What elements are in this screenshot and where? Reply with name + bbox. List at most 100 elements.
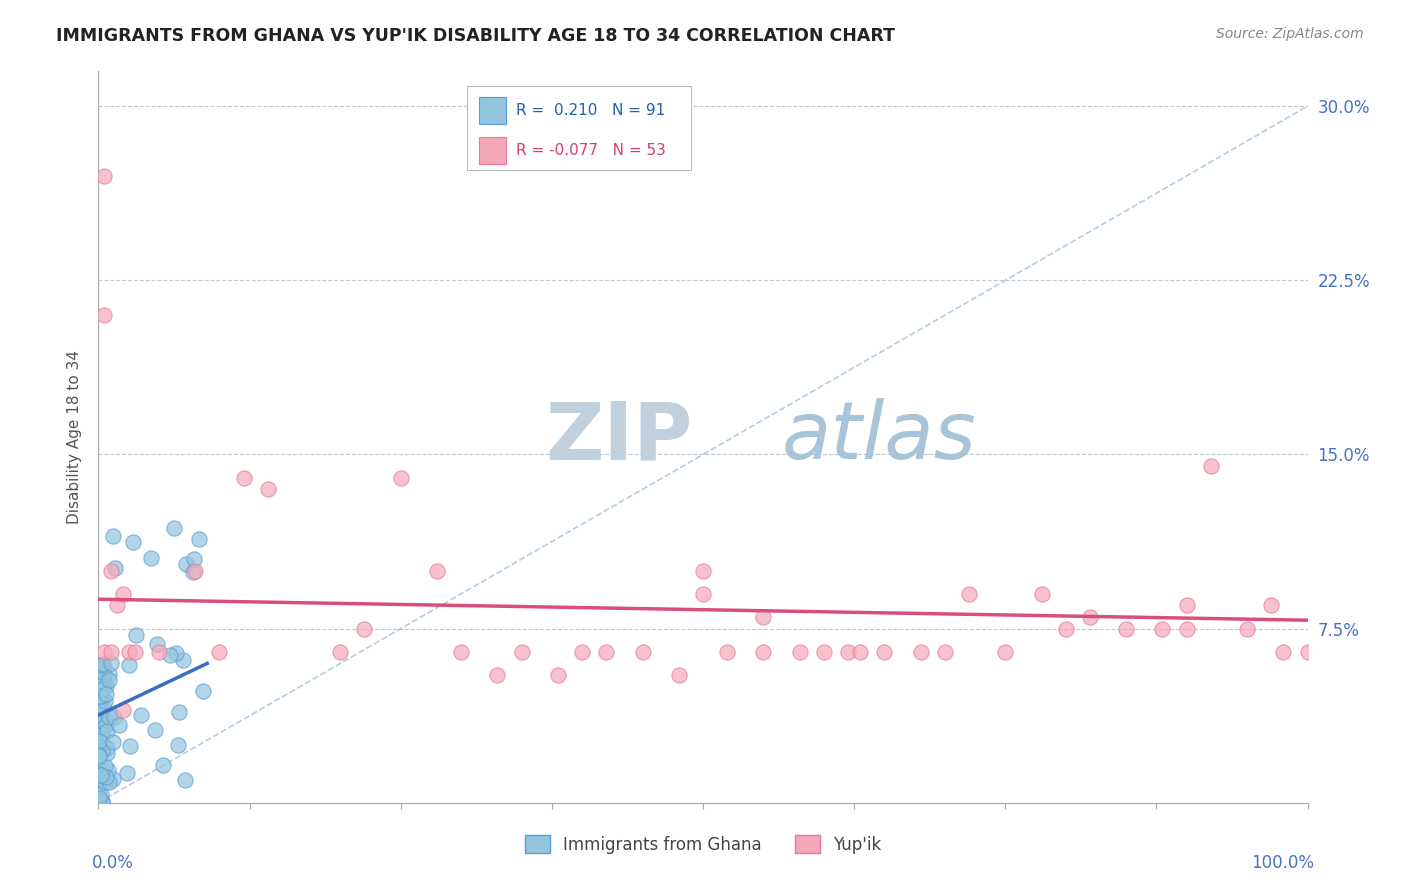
Point [94,770,117,784]
Point [115,766,138,780]
Point [87,695,110,709]
Point [96,741,118,756]
Point [152,757,174,772]
Bar [479,137,506,164]
Point [89,770,111,784]
Point [87,668,110,682]
Text: ZIP: ZIP [546,398,693,476]
Point [94,694,117,708]
Point [107,718,129,732]
Point [934,645,956,659]
Point [91,681,114,696]
Point [124,645,146,659]
Point [91,794,114,808]
Point [93,739,115,753]
Point [97,673,120,688]
Point [148,645,170,659]
Point [91,657,114,671]
FancyBboxPatch shape [467,86,690,170]
Point [93,701,115,715]
Point [90,787,112,801]
Point [90,689,112,703]
Point [91,658,114,673]
Point [146,637,169,651]
Point [716,645,738,659]
Point [1054,622,1077,636]
Point [90,665,112,680]
Point [184,564,207,578]
Point [91,721,114,735]
Point [105,599,128,613]
Point [87,749,110,764]
Point [87,679,110,693]
Point [595,645,617,659]
Text: R =  0.210   N = 91: R = 0.210 N = 91 [516,103,665,118]
Point [89,671,111,685]
Point [910,645,932,659]
Point [87,733,110,747]
Point [789,645,811,659]
Point [93,774,115,789]
Point [89,662,111,676]
Point [1175,622,1198,636]
Point [89,748,111,763]
Point [329,645,352,659]
Point [93,759,115,773]
Point [1175,599,1198,613]
Point [87,690,110,704]
Point [93,169,115,183]
Point [87,794,110,808]
Point [510,645,533,659]
Point [91,764,114,778]
Point [103,710,125,724]
Point [957,587,980,601]
Point [87,690,110,704]
Point [89,662,111,676]
Point [104,560,127,574]
Point [111,703,134,717]
Point [143,723,166,737]
Point [668,668,690,682]
Point [87,788,110,802]
Point [121,535,143,549]
Point [101,772,124,786]
Point [837,645,859,659]
Point [87,791,110,805]
Point [692,564,714,578]
Point [994,645,1017,659]
Point [486,668,509,682]
Point [174,557,197,571]
Point [91,744,114,758]
Point [93,308,115,322]
Point [353,622,375,636]
Point [91,677,114,691]
Point [118,658,141,673]
Point [89,777,111,791]
Point [849,645,872,659]
Point [100,645,122,659]
Y-axis label: Disability Age 18 to 34: Disability Age 18 to 34 [67,350,83,524]
Point [98,774,121,789]
Point [193,684,215,698]
Point [813,645,835,659]
Point [1272,645,1295,659]
Point [389,471,412,485]
Text: IMMIGRANTS FROM GHANA VS YUP'IK DISABILITY AGE 18 TO 34 CORRELATION CHART: IMMIGRANTS FROM GHANA VS YUP'IK DISABILI… [56,27,896,45]
Point [93,674,115,689]
Point [91,769,114,783]
Point [111,587,134,601]
Point [90,714,112,728]
Point [89,767,111,781]
Text: 100.0%: 100.0% [1250,854,1313,872]
Point [1115,622,1137,636]
Point [752,610,775,624]
Point [163,521,186,535]
Point [93,645,115,659]
Point [426,564,449,578]
Point [103,734,125,748]
Point [98,710,121,724]
Point [89,696,111,710]
Point [129,708,152,723]
Point [181,565,204,579]
Point [1236,622,1258,636]
